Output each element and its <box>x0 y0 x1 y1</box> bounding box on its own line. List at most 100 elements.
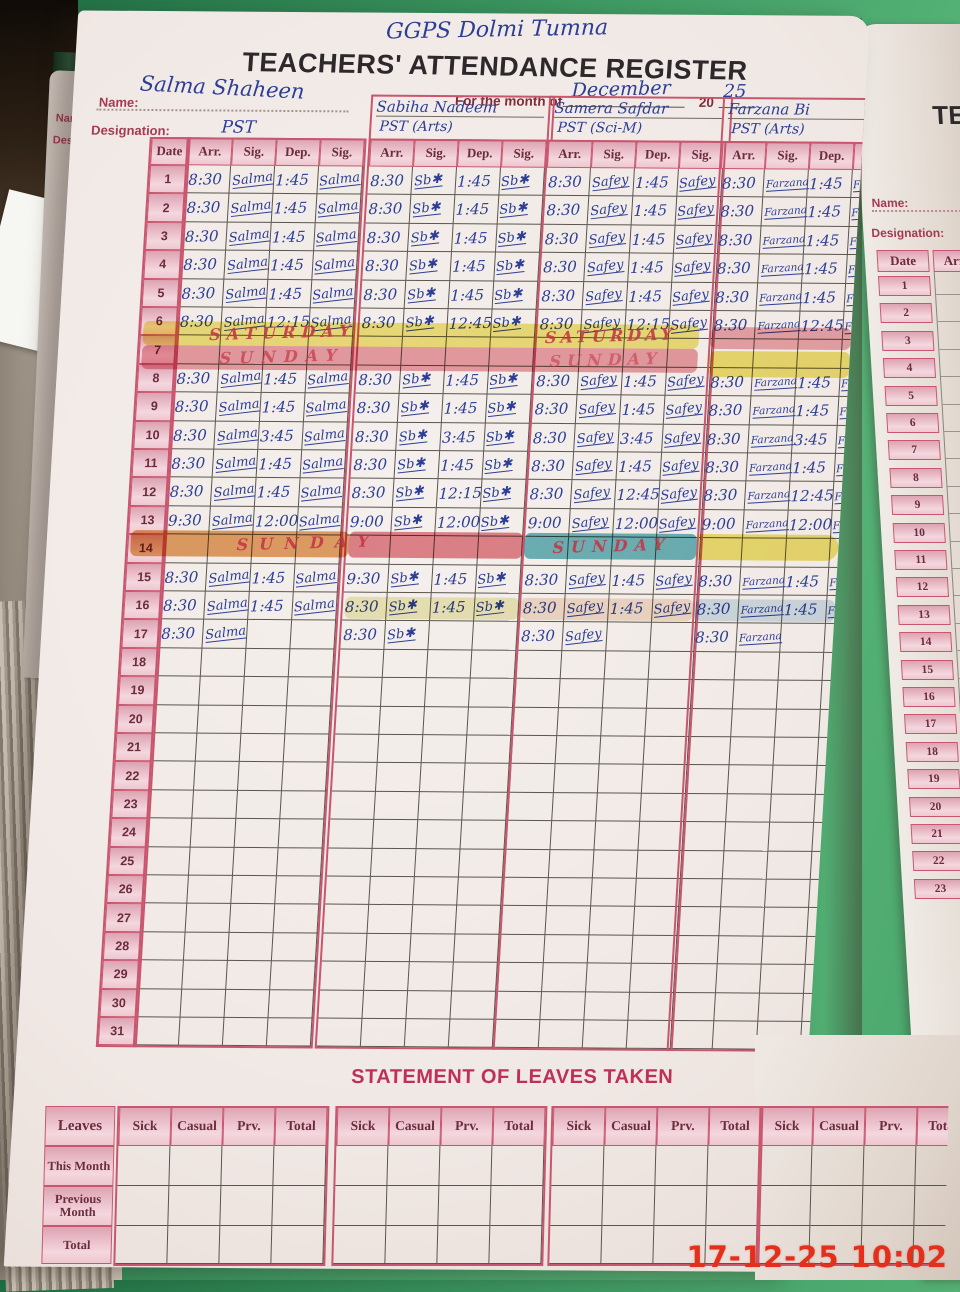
teacher-designation: PST (Arts) <box>379 119 453 136</box>
weekend-label: SUNDAY <box>552 535 672 557</box>
hw-arrival: 8:30 <box>707 429 741 448</box>
weekend-highlight-band <box>698 534 839 561</box>
hw-arrival: 8:30 <box>185 227 219 246</box>
hw-arrival: 8:30 <box>705 458 739 477</box>
next-page-date-cell: 9 <box>891 495 944 515</box>
hw-arrival: 8:30 <box>163 596 197 615</box>
hw-departure: 1:45 <box>452 257 486 276</box>
hw-arrival: 8:30 <box>715 287 749 306</box>
next-page-date-cell: 12 <box>896 577 949 597</box>
next-page-date-cell: 11 <box>894 550 947 570</box>
hw-arrival: 8:30 <box>717 259 751 278</box>
next-page-gridline <box>936 294 960 295</box>
hw-departure: 1:45 <box>809 174 843 193</box>
next-page-name-label: Name: <box>871 196 960 212</box>
teacher-designation: PST (Sci-M) <box>557 120 643 137</box>
next-page-date-cell: 15 <box>901 660 954 680</box>
hw-departure: 1:45 <box>270 256 304 275</box>
teacher-name: Farzana Bi <box>728 100 870 120</box>
hw-arrival: 8:30 <box>351 484 385 503</box>
hw-arrival: 8:30 <box>355 427 389 446</box>
hw-arrival: 8:30 <box>176 369 210 388</box>
hw-arrival: 8:30 <box>175 397 209 416</box>
hw-signature: Sb✱ <box>477 572 506 588</box>
hw-arrival: 8:30 <box>720 202 754 221</box>
hw-arrival: 8:30 <box>365 256 399 275</box>
leaves-group-frame <box>113 1106 329 1266</box>
hw-arrival: 8:30 <box>183 255 217 274</box>
hw-departure: 1:45 <box>618 457 652 476</box>
hw-arrival: 8:30 <box>703 486 737 505</box>
hw-arrival: 8:30 <box>169 482 203 501</box>
hw-departure: 12:00 <box>789 515 833 534</box>
hw-arrival: 8:30 <box>698 571 732 590</box>
hw-signature: Farzana <box>766 176 809 192</box>
hw-departure: 1:45 <box>256 483 290 502</box>
hw-arrival: 8:30 <box>524 570 558 589</box>
hw-departure: 1:45 <box>455 200 489 219</box>
hw-arrival: 8:30 <box>370 171 404 190</box>
camera-timestamp: 17-12-25 10:02 <box>686 1240 948 1274</box>
next-page-date-cell: 1 <box>878 276 931 296</box>
hw-arrival: 8:30 <box>722 174 756 193</box>
hw-arrival: 8:30 <box>708 401 742 420</box>
hw-arrival: 8:30 <box>541 286 575 305</box>
leaves-group-frame <box>331 1106 547 1266</box>
next-page-gridline <box>939 349 960 350</box>
teacher-designation: PST (Arts) <box>731 121 805 138</box>
next-page-gridline <box>952 568 960 569</box>
hw-departure: 1:45 <box>792 458 826 477</box>
hw-departure: 12:45 <box>790 487 834 506</box>
next-page-gridline <box>943 404 960 405</box>
hw-arrival: 9:00 <box>528 513 562 532</box>
hw-arrival: 8:30 <box>534 400 568 419</box>
hw-arrival: 8:30 <box>363 285 397 304</box>
hw-signature: Sb✱ <box>390 571 419 587</box>
hw-arrival: 9:30 <box>346 569 380 588</box>
weekend-highlight-band <box>520 598 693 621</box>
hw-departure: 1:45 <box>795 401 829 420</box>
hw-departure: 3:45 <box>442 427 476 446</box>
next-page-date-cell: 10 <box>893 523 946 543</box>
hw-departure: 1:45 <box>262 398 296 417</box>
next-page-gridline <box>947 486 960 487</box>
next-page-date-cell: 8 <box>889 468 942 488</box>
next-page-gridline <box>946 458 960 459</box>
next-page-gridline <box>956 623 960 624</box>
weekend-label: SUNDAY <box>549 349 663 371</box>
hw-arrival: 8:30 <box>188 170 222 189</box>
hw-departure: 1:45 <box>454 229 488 248</box>
hw-departure: 1:45 <box>804 259 838 278</box>
hw-departure: 1:45 <box>621 400 655 419</box>
hw-departure: 1:45 <box>805 231 839 250</box>
weekend-label: SUNDAY <box>219 346 345 368</box>
next-page-date-header: Date <box>876 250 929 272</box>
hw-arrival: 8:30 <box>543 258 577 277</box>
hw-signature: Farzana <box>742 574 785 590</box>
hw-departure: 1:45 <box>250 597 284 616</box>
hw-arrival: 8:30 <box>181 284 215 303</box>
next-page-designation-label: Designation: <box>871 226 945 240</box>
leaves-row-label: Previous Month <box>42 1186 113 1226</box>
hw-arrival: 8:30 <box>529 485 563 504</box>
hw-arrival: 8:30 <box>356 398 390 417</box>
hw-departure: 1:45 <box>457 172 491 191</box>
hw-arrival: 8:30 <box>161 624 195 643</box>
next-page-title-fragment: TE <box>932 100 960 131</box>
hw-departure: 1:45 <box>445 371 479 390</box>
next-page-date-cell: 14 <box>899 632 952 652</box>
hw-departure: 1:45 <box>268 284 302 303</box>
hw-departure: 1:45 <box>275 171 309 190</box>
hw-signature: Farzana <box>763 233 806 249</box>
next-page-date-cell: 7 <box>888 440 941 460</box>
teacher-name: Sabiha Nadeem <box>376 98 545 118</box>
hw-departure: 3:45 <box>794 430 828 449</box>
hw-arrival: 8:30 <box>343 626 377 645</box>
next-page-date-cell: 5 <box>884 386 937 406</box>
next-page-gridline <box>938 321 960 322</box>
hw-departure: 1:45 <box>628 287 662 306</box>
